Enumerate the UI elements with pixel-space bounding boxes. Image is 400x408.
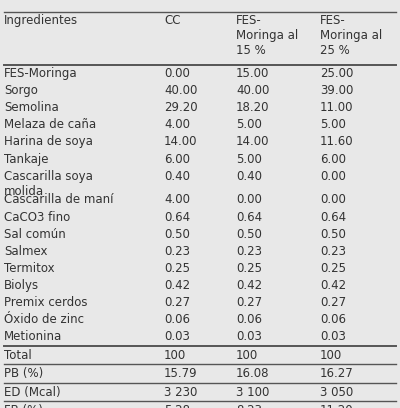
Text: 0.64: 0.64: [320, 211, 346, 224]
Text: 29.20: 29.20: [164, 101, 198, 114]
Text: 0.42: 0.42: [164, 279, 190, 292]
Text: 3 230: 3 230: [164, 386, 197, 399]
Text: 0.25: 0.25: [164, 262, 190, 275]
Text: 0.50: 0.50: [236, 228, 262, 241]
Text: Tankaje: Tankaje: [4, 153, 48, 166]
Text: Salmex: Salmex: [4, 245, 48, 258]
Text: 0.64: 0.64: [164, 211, 190, 224]
Text: CaCO3 fino: CaCO3 fino: [4, 211, 70, 224]
Text: 40.00: 40.00: [164, 84, 197, 97]
Text: 0.23: 0.23: [320, 245, 346, 258]
Text: 6.00: 6.00: [320, 153, 346, 166]
Text: FES-Moringa: FES-Moringa: [4, 67, 78, 80]
Text: 0.06: 0.06: [236, 313, 262, 326]
Text: 0.40: 0.40: [164, 170, 190, 183]
Text: 0.25: 0.25: [236, 262, 262, 275]
Text: 0.06: 0.06: [320, 313, 346, 326]
Text: 16.08: 16.08: [236, 367, 270, 380]
Text: 5.00: 5.00: [236, 153, 262, 166]
Text: 4.00: 4.00: [164, 193, 190, 206]
Text: Óxido de zinc: Óxido de zinc: [4, 313, 84, 326]
Text: 5.00: 5.00: [236, 118, 262, 131]
Text: 0.03: 0.03: [236, 330, 262, 344]
Text: 16.27: 16.27: [320, 367, 354, 380]
Text: 15.79: 15.79: [164, 367, 198, 380]
Text: 14.00: 14.00: [164, 135, 198, 149]
Text: FES-
Moringa al
25 %: FES- Moringa al 25 %: [320, 14, 382, 57]
Text: 0.27: 0.27: [236, 296, 262, 309]
Text: 0.27: 0.27: [164, 296, 190, 309]
Text: 0.03: 0.03: [320, 330, 346, 344]
Text: 15.00: 15.00: [236, 67, 269, 80]
Text: 100: 100: [320, 349, 342, 362]
Text: 0.27: 0.27: [320, 296, 346, 309]
Text: PB (%): PB (%): [4, 367, 43, 380]
Text: Cascarilla soya
molida: Cascarilla soya molida: [4, 170, 93, 198]
Text: Sorgo: Sorgo: [4, 84, 38, 97]
Text: 100: 100: [236, 349, 258, 362]
Text: 0.00: 0.00: [236, 193, 262, 206]
Text: FB (%): FB (%): [4, 404, 43, 408]
Text: 0.42: 0.42: [320, 279, 346, 292]
Text: Premix cerdos: Premix cerdos: [4, 296, 88, 309]
Text: 0.50: 0.50: [320, 228, 346, 241]
Text: Biolys: Biolys: [4, 279, 39, 292]
Text: FES-
Moringa al
15 %: FES- Moringa al 15 %: [236, 14, 298, 57]
Text: 0.64: 0.64: [236, 211, 262, 224]
Text: 6.00: 6.00: [164, 153, 190, 166]
Text: 11.00: 11.00: [320, 101, 354, 114]
Text: 25.00: 25.00: [320, 67, 353, 80]
Text: Termitox: Termitox: [4, 262, 55, 275]
Text: Ingredientes: Ingredientes: [4, 14, 78, 27]
Text: 14.00: 14.00: [236, 135, 270, 149]
Text: CC: CC: [164, 14, 180, 27]
Text: 0.25: 0.25: [320, 262, 346, 275]
Text: 11.60: 11.60: [320, 135, 354, 149]
Text: 0.42: 0.42: [236, 279, 262, 292]
Text: 3 050: 3 050: [320, 386, 353, 399]
Text: 3 100: 3 100: [236, 386, 269, 399]
Text: 0.00: 0.00: [320, 170, 346, 183]
Text: 40.00: 40.00: [236, 84, 269, 97]
Text: Harina de soya: Harina de soya: [4, 135, 93, 149]
Text: Cascarilla de maní: Cascarilla de maní: [4, 193, 114, 206]
Text: 100: 100: [164, 349, 186, 362]
Text: 4.00: 4.00: [164, 118, 190, 131]
Text: 5.28: 5.28: [164, 404, 190, 408]
Text: Sal común: Sal común: [4, 228, 66, 241]
Text: 0.06: 0.06: [164, 313, 190, 326]
Text: 0.00: 0.00: [320, 193, 346, 206]
Text: 0.00: 0.00: [164, 67, 190, 80]
Text: ED (Mcal): ED (Mcal): [4, 386, 61, 399]
Text: 11.20: 11.20: [320, 404, 354, 408]
Text: 0.40: 0.40: [236, 170, 262, 183]
Text: 0.50: 0.50: [164, 228, 190, 241]
Text: 39.00: 39.00: [320, 84, 353, 97]
Text: 0.23: 0.23: [164, 245, 190, 258]
Text: Semolina: Semolina: [4, 101, 59, 114]
Text: Total: Total: [4, 349, 32, 362]
Text: Melaza de caña: Melaza de caña: [4, 118, 96, 131]
Text: 0.23: 0.23: [236, 245, 262, 258]
Text: Metionina: Metionina: [4, 330, 62, 344]
Text: 18.20: 18.20: [236, 101, 270, 114]
Text: 0.03: 0.03: [164, 330, 190, 344]
Text: 8.23: 8.23: [236, 404, 262, 408]
Text: 5.00: 5.00: [320, 118, 346, 131]
